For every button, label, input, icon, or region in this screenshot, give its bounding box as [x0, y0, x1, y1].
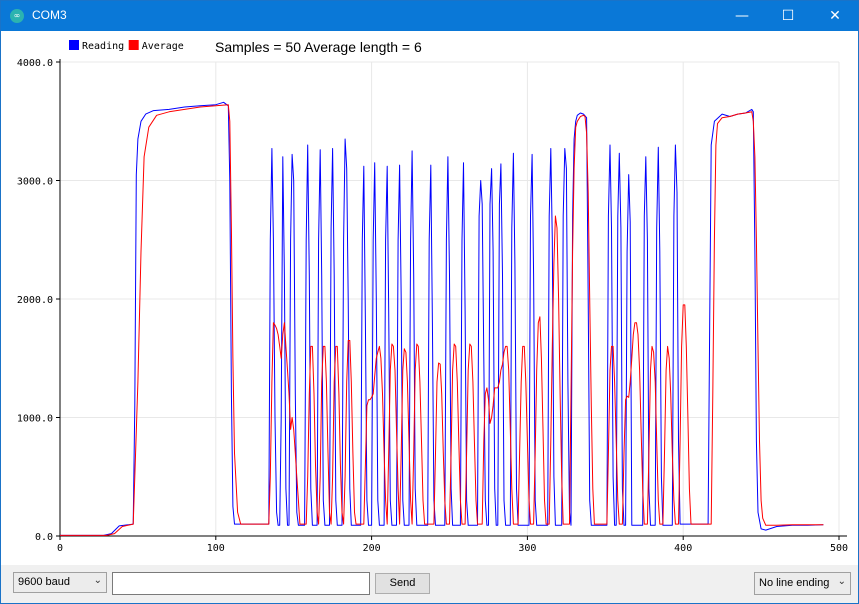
- send-input[interactable]: [112, 572, 370, 595]
- ticks: 0 100 200 300 400 500 0.0 1000.0 2000.0 3000.0 400…: [17, 58, 848, 554]
- legend-swatch-reading: [69, 40, 79, 50]
- legend-label-reading: Reading: [82, 41, 124, 52]
- close-button[interactable]: ✕: [829, 8, 841, 24]
- line-chart: 0 100 200 300 400 500 0.0 1000.0 2000.0 3000.0 400…: [17, 39, 848, 554]
- x-tick-label: 500: [830, 543, 848, 554]
- title-bar[interactable]: ∞ COM3 — ☐ ✕: [1, 1, 858, 31]
- send-button[interactable]: Send: [375, 573, 430, 594]
- x-tick-label: 100: [207, 543, 225, 554]
- window-title: COM3: [32, 8, 67, 22]
- y-tick-label: 4000.0: [17, 58, 53, 69]
- legend: Reading Average: [69, 40, 184, 52]
- chevron-down-icon: ⌄: [837, 576, 846, 587]
- y-tick-label: 2000.0: [17, 295, 53, 306]
- series-line-average: [60, 104, 824, 536]
- maximize-button[interactable]: ☐: [781, 8, 795, 24]
- arduino-icon: ∞: [10, 9, 24, 23]
- baud-rate-select[interactable]: 9600 baud ⌄: [13, 572, 107, 593]
- bottom-toolbar: 9600 baud ⌄ Send No line ending ⌄: [1, 565, 858, 603]
- chart-title: Samples = 50 Average length = 6: [215, 39, 422, 55]
- y-tick-label: 3000.0: [17, 177, 53, 188]
- chevron-down-icon: ⌄: [93, 575, 102, 586]
- minimize-button[interactable]: —: [735, 8, 749, 24]
- axes: [59, 59, 847, 537]
- y-tick-label: 1000.0: [17, 414, 53, 425]
- line-ending-label: No line ending: [759, 577, 830, 589]
- legend-label-average: Average: [142, 41, 184, 52]
- x-tick-label: 0: [57, 543, 63, 554]
- y-tick-label: 0.0: [35, 532, 53, 543]
- line-ending-select[interactable]: No line ending ⌄: [754, 572, 851, 595]
- x-tick-label: 300: [518, 543, 536, 554]
- series-lines: [60, 101, 824, 536]
- series-line-reading: [60, 101, 824, 536]
- baud-rate-label: 9600 baud: [18, 576, 70, 588]
- x-tick-label: 200: [363, 543, 381, 554]
- legend-swatch-average: [128, 40, 139, 50]
- x-tick-label: 400: [674, 543, 692, 554]
- plot-area: 0 100 200 300 400 500 0.0 1000.0 2000.0 3000.0 400…: [1, 31, 858, 564]
